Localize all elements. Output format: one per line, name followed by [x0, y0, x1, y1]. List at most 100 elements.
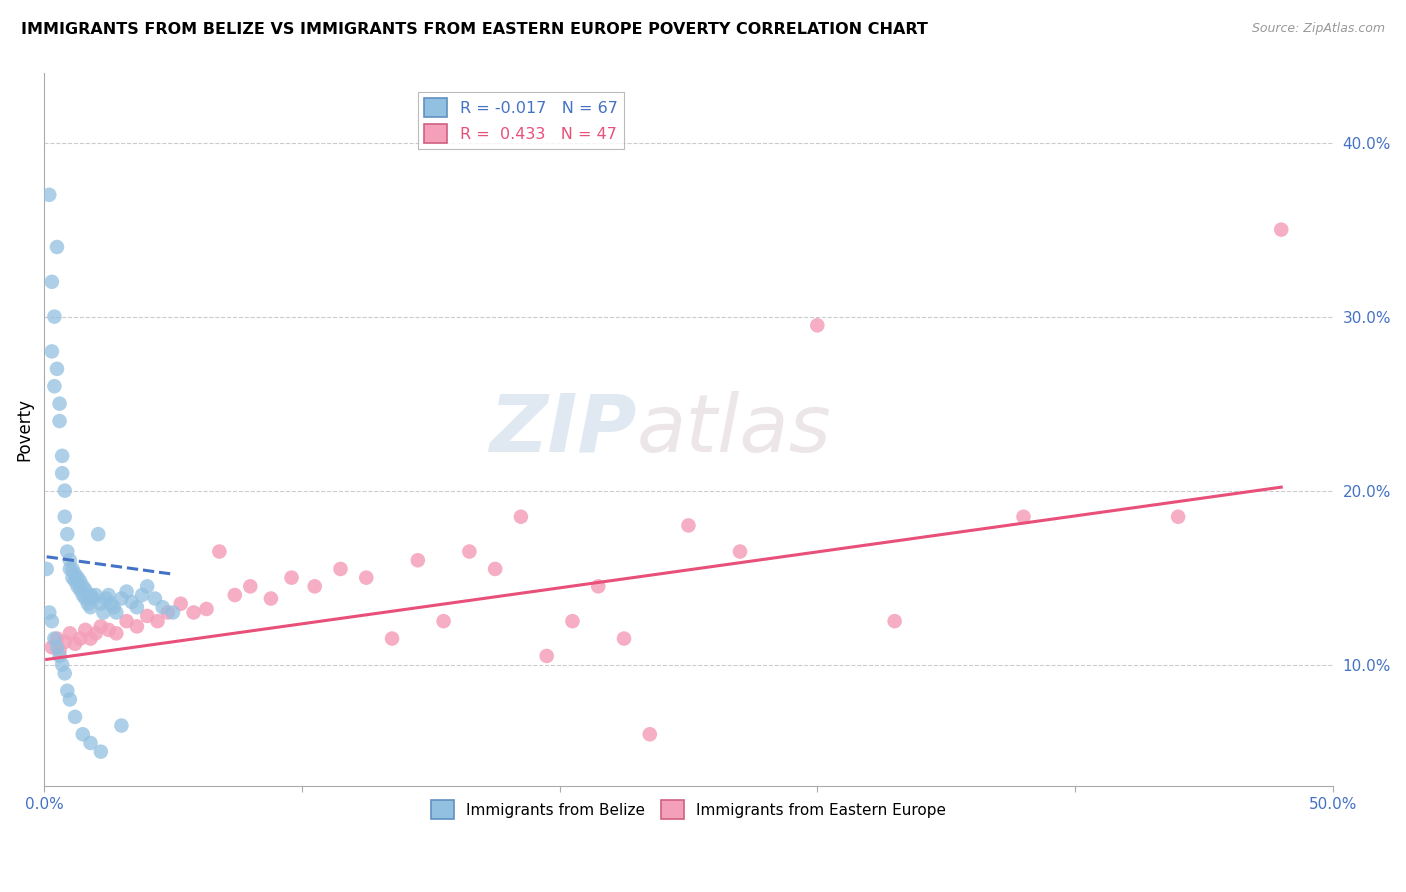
Point: [90, 597, 112, 611]
Point: [586, 579, 609, 593]
Point: [72, 727, 94, 741]
Point: [41, 275, 63, 289]
Point: [224, 588, 246, 602]
Point: [44, 310, 66, 324]
Point: [136, 609, 159, 624]
Text: IMMIGRANTS FROM BELIZE VS IMMIGRANTS FROM EASTERN EUROPE POVERTY CORRELATION CHA: IMMIGRANTS FROM BELIZE VS IMMIGRANTS FRO…: [21, 22, 928, 37]
Point: [356, 571, 378, 585]
Point: [97, 623, 120, 637]
Point: [90, 619, 112, 633]
Point: [93, 606, 115, 620]
Point: [59, 562, 82, 576]
Point: [56, 544, 79, 558]
Point: [72, 579, 94, 593]
Point: [208, 544, 231, 558]
Point: [143, 591, 166, 606]
Point: [75, 591, 97, 606]
Point: [62, 562, 84, 576]
Point: [100, 597, 122, 611]
Point: [46, 640, 69, 655]
Point: [1167, 509, 1189, 524]
Text: atlas: atlas: [637, 391, 831, 468]
Text: ZIP: ZIP: [489, 391, 637, 468]
Point: [110, 718, 132, 732]
Point: [53, 483, 76, 498]
Point: [56, 683, 79, 698]
Y-axis label: Poverty: Poverty: [15, 398, 32, 461]
Point: [63, 574, 86, 588]
Point: [51, 449, 73, 463]
Point: [1270, 222, 1292, 236]
Point: [63, 637, 86, 651]
Point: [638, 727, 661, 741]
Point: [69, 582, 91, 597]
Point: [79, 736, 101, 750]
Point: [75, 623, 97, 637]
Point: [38, 187, 60, 202]
Point: [509, 509, 531, 524]
Point: [94, 591, 117, 606]
Point: [381, 632, 404, 646]
Point: [125, 600, 148, 615]
Point: [433, 614, 456, 628]
Point: [883, 614, 905, 628]
Point: [239, 579, 262, 593]
Point: [152, 600, 174, 615]
Point: [115, 584, 138, 599]
Point: [84, 588, 107, 602]
Point: [66, 571, 89, 585]
Point: [38, 606, 60, 620]
Point: [146, 614, 169, 628]
Point: [329, 562, 352, 576]
Point: [59, 553, 82, 567]
Point: [484, 562, 506, 576]
Point: [304, 579, 326, 593]
Point: [156, 606, 179, 620]
Point: [121, 595, 143, 609]
Point: [183, 606, 205, 620]
Point: [260, 591, 283, 606]
Point: [53, 666, 76, 681]
Point: [41, 640, 63, 655]
Point: [41, 344, 63, 359]
Legend: Immigrants from Belize, Immigrants from Eastern Europe: Immigrants from Belize, Immigrants from …: [425, 795, 952, 825]
Point: [53, 635, 76, 649]
Point: [51, 657, 73, 672]
Point: [62, 571, 84, 585]
Point: [280, 571, 302, 585]
Point: [105, 626, 128, 640]
Point: [561, 614, 583, 628]
Point: [105, 606, 128, 620]
Point: [79, 588, 101, 602]
Point: [77, 588, 100, 602]
Point: [79, 632, 101, 646]
Point: [90, 745, 112, 759]
Point: [136, 579, 159, 593]
Point: [806, 318, 828, 333]
Point: [613, 632, 636, 646]
Point: [48, 396, 70, 410]
Point: [72, 588, 94, 602]
Point: [84, 626, 107, 640]
Point: [53, 509, 76, 524]
Point: [131, 588, 153, 602]
Point: [41, 614, 63, 628]
Point: [44, 379, 66, 393]
Point: [536, 648, 558, 663]
Point: [48, 644, 70, 658]
Point: [82, 591, 104, 606]
Point: [1012, 509, 1035, 524]
Point: [48, 414, 70, 428]
Point: [125, 619, 148, 633]
Point: [87, 527, 110, 541]
Point: [728, 544, 751, 558]
Point: [115, 614, 138, 628]
Point: [59, 692, 82, 706]
Point: [458, 544, 481, 558]
Point: [79, 600, 101, 615]
Point: [35, 562, 58, 576]
Point: [44, 632, 66, 646]
Point: [48, 648, 70, 663]
Point: [69, 632, 91, 646]
Point: [63, 567, 86, 582]
